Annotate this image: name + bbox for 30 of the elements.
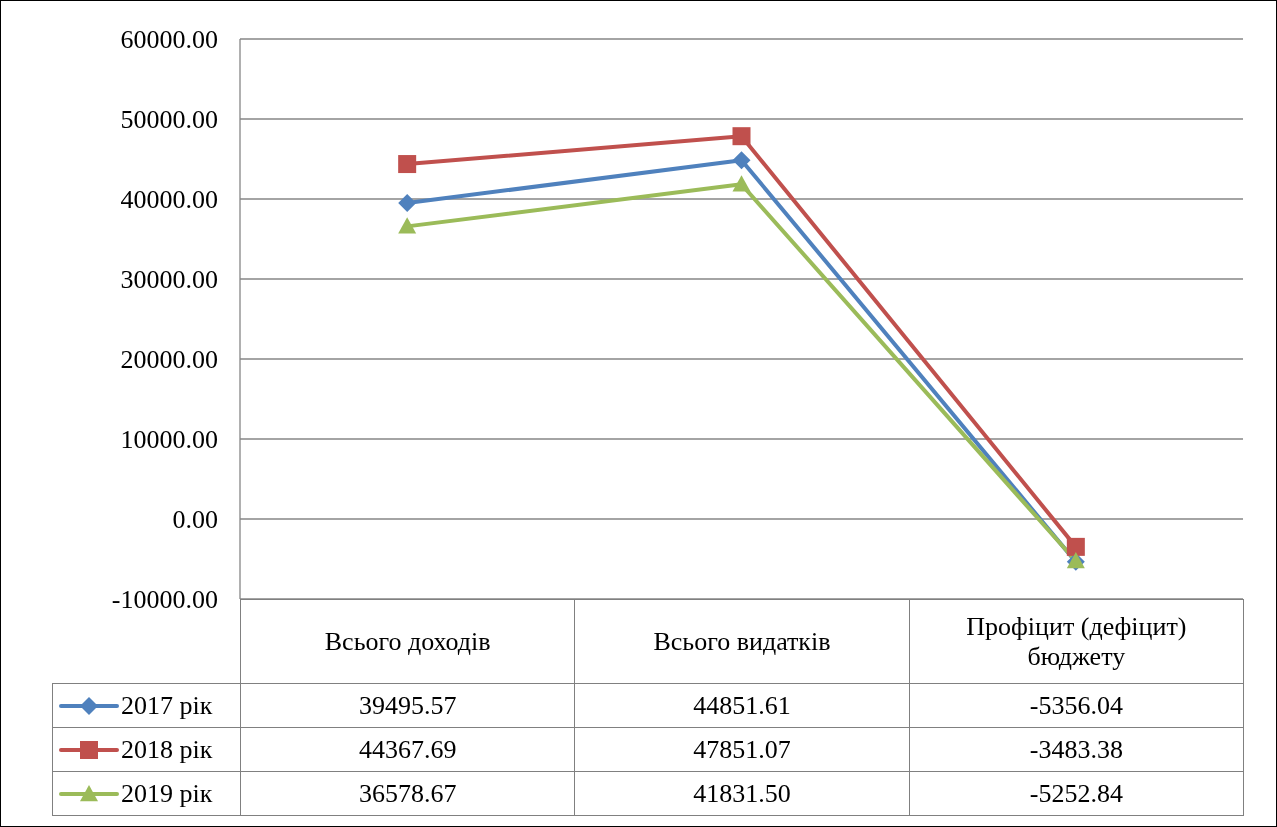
data-label: 39495.57 [240, 683, 576, 728]
data-label: 44367.69 [240, 727, 576, 772]
y-tick-label: 20000.00 [120, 345, 218, 375]
data-label: 41831.50 [574, 771, 910, 816]
data-label: -3483.38 [908, 727, 1244, 772]
point [732, 151, 751, 170]
point [398, 155, 417, 174]
data-label: -5356.04 [908, 683, 1244, 728]
data-label: 36578.67 [240, 771, 576, 816]
y-tick-label: 40000.00 [120, 185, 218, 215]
y-tick-label: -10000.00 [111, 585, 218, 615]
y-tick-label: 60000.00 [120, 25, 218, 55]
y-tick-label: 0.00 [172, 505, 218, 535]
point [398, 194, 417, 213]
data-label: -5252.84 [908, 771, 1244, 816]
data-label: 44851.61 [574, 683, 910, 728]
point [732, 127, 751, 146]
y-tick-label: 10000.00 [120, 425, 218, 455]
x-tick-label: Всього видатків [653, 626, 831, 657]
y-tick-label: 50000.00 [120, 105, 218, 135]
data-label: 47851.07 [574, 727, 910, 772]
y-tick-label: 30000.00 [120, 265, 218, 295]
point [732, 175, 751, 192]
point [398, 217, 417, 234]
x-tick-label: Профіцит (дефіцит) бюджету [965, 611, 1188, 672]
legend-label: 2018 рік [121, 734, 213, 765]
x-tick-label: Всього доходів [324, 626, 491, 657]
point [1066, 537, 1085, 556]
legend-label: 2019 рік [121, 778, 213, 809]
legend-label: 2017 рік [121, 690, 213, 721]
